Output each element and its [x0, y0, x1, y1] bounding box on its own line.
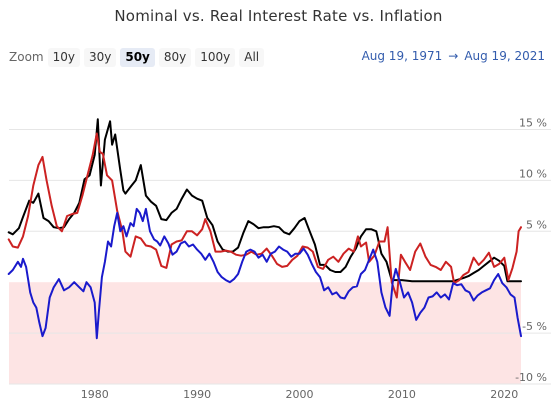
range-end-date[interactable]: Aug 19, 2021 — [464, 49, 545, 63]
x-tick-label: 2010 — [388, 388, 416, 400]
zoom-bar: Zoom 10y 30y 50y 80y 100y All — [9, 47, 268, 67]
y-tick-label: 5 % — [526, 218, 547, 231]
zoom-button-50y[interactable]: 50y — [120, 47, 155, 67]
zoom-button-10y[interactable]: 10y — [47, 47, 80, 67]
y-tick-label: 15 % — [519, 116, 547, 129]
inflation-line — [7, 132, 522, 299]
y-tick-label: 10 % — [519, 167, 547, 180]
range-start-date[interactable]: Aug 19, 1971 — [361, 49, 443, 63]
date-range: Aug 19, 1971 → Aug 19, 2021 — [359, 49, 548, 63]
y-tick-label: -10 % — [515, 371, 547, 384]
real-rate-line — [7, 207, 522, 340]
nominal-rate-line — [7, 118, 522, 283]
x-tick-label: 2000 — [286, 388, 314, 400]
zoom-button-30y[interactable]: 30y — [83, 47, 117, 67]
x-tick-label: 1980 — [81, 388, 109, 400]
zoom-label: Zoom — [9, 50, 44, 64]
zoom-button-80y[interactable]: 80y — [158, 47, 192, 67]
y-tick-label: -5 % — [522, 320, 547, 333]
range-arrow-icon: → — [448, 49, 459, 63]
zoom-button-100y[interactable]: 100y — [195, 47, 236, 67]
x-tick-label: 1990 — [183, 388, 211, 400]
x-tick-label: 2020 — [490, 388, 518, 400]
chart-title: Nominal vs. Real Interest Rate vs. Infla… — [114, 7, 443, 25]
zoom-button-all[interactable]: All — [239, 47, 265, 67]
